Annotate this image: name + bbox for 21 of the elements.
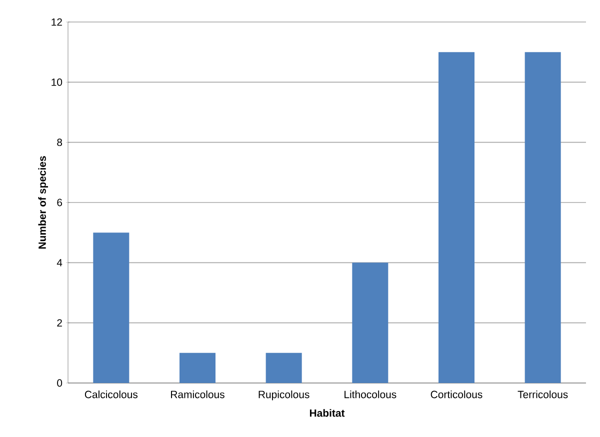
x-tick-label: Lithocolous bbox=[344, 390, 396, 398]
y-tick-label: 6 bbox=[57, 198, 62, 206]
y-tick-label: 2 bbox=[57, 319, 62, 326]
bar bbox=[352, 262, 388, 383]
bar bbox=[438, 52, 474, 383]
y-tick-label: 12 bbox=[52, 18, 62, 26]
y-axis-title: Number of species bbox=[38, 156, 48, 249]
y-tick-label: 0 bbox=[57, 379, 62, 387]
x-tick-label: Rupicolous bbox=[258, 390, 310, 400]
bar bbox=[93, 232, 130, 383]
bar bbox=[180, 352, 216, 383]
y-tick-label: 10 bbox=[52, 78, 62, 86]
y-tick-label: 4 bbox=[56, 259, 62, 266]
bar bbox=[266, 352, 302, 383]
bar bbox=[524, 52, 561, 383]
x-tick-label: Terricolous bbox=[518, 390, 568, 398]
x-tick-label: Calcicolous bbox=[84, 390, 138, 398]
y-tick-label: 8 bbox=[57, 138, 62, 146]
x-tick-label: Corticolous bbox=[430, 390, 482, 398]
x-axis-title: Habitat bbox=[310, 409, 345, 417]
x-tick-label: Ramicolous bbox=[171, 390, 224, 398]
